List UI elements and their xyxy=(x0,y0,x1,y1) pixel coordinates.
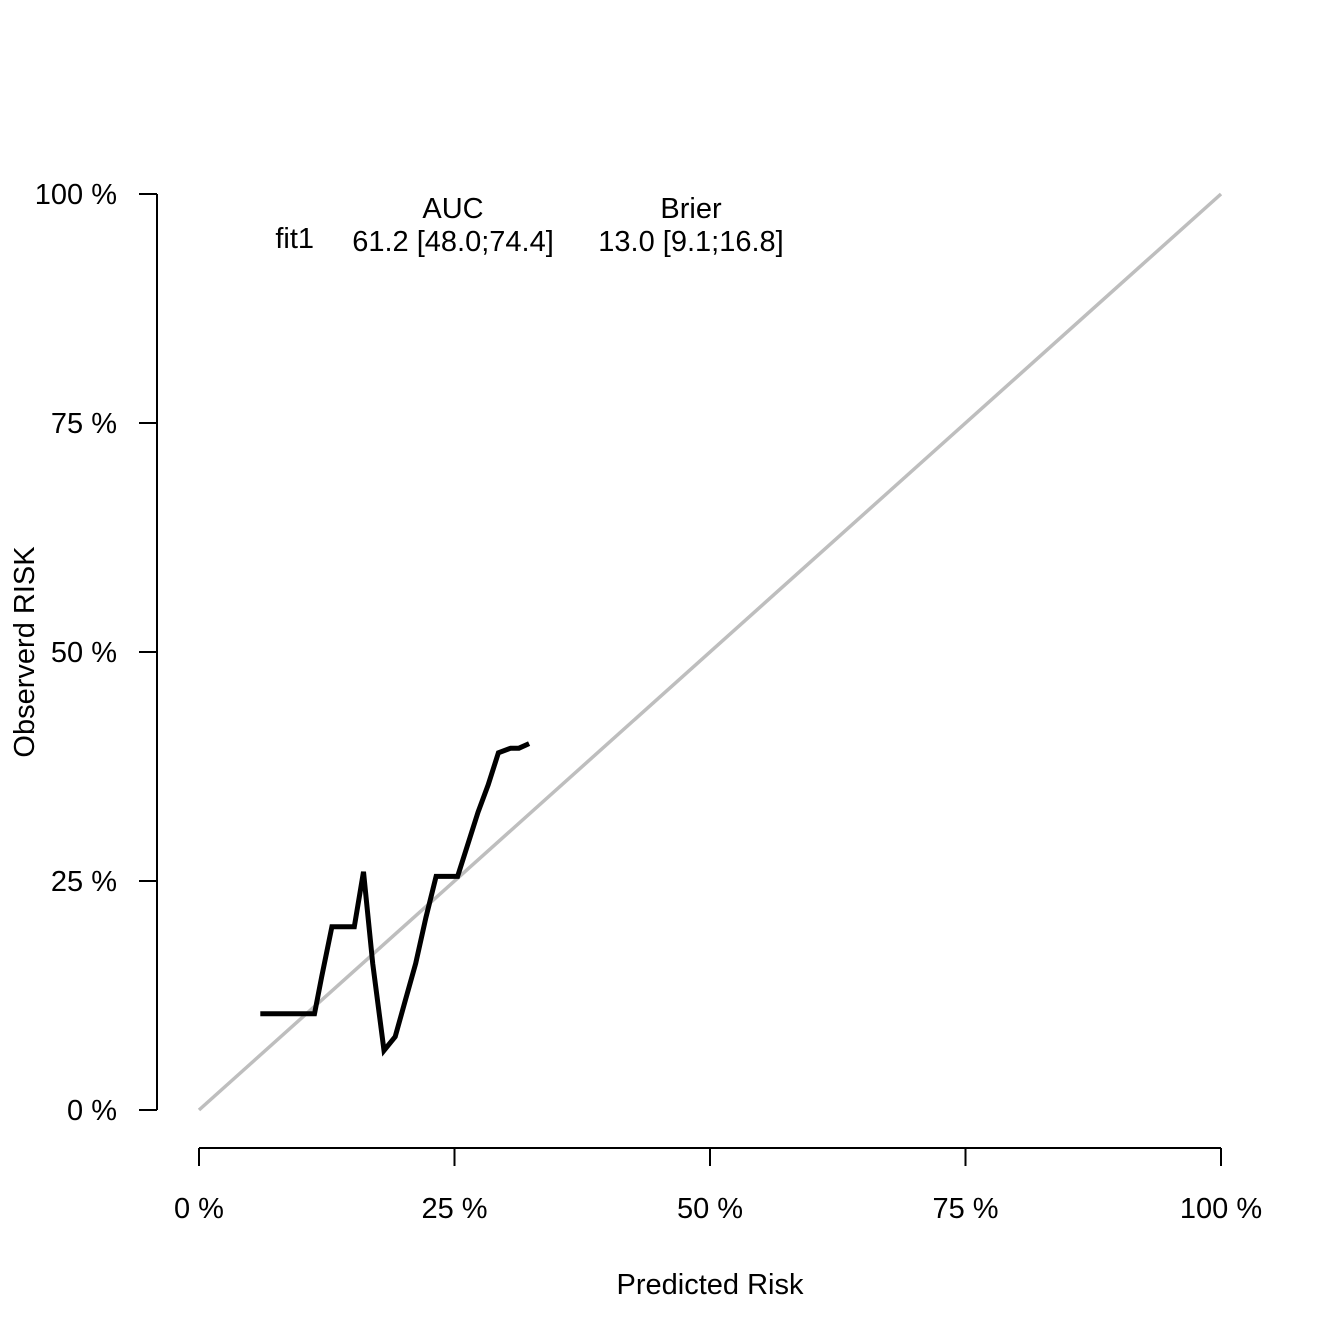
reference-diagonal-line xyxy=(197,192,1223,1112)
y-tick-label: 0 % xyxy=(67,1095,117,1127)
x-tick-label: 25 % xyxy=(421,1193,487,1225)
series-line-fit1 xyxy=(260,741,531,1057)
reference-line-layer xyxy=(197,192,1223,1112)
series-layer xyxy=(260,741,531,1057)
legend: AUC Brier fit1 61.2 [48.0;74.4] 13.0 [9.… xyxy=(275,193,783,258)
x-tick-label: 100 % xyxy=(1180,1193,1262,1225)
legend-brier-value: 13.0 [9.1;16.8] xyxy=(598,226,783,258)
legend-auc-value: 61.2 [48.0;74.4] xyxy=(352,226,554,258)
legend-header-auc: AUC xyxy=(422,193,483,225)
x-tick-label: 0 % xyxy=(174,1193,224,1225)
x-axis-title: Predicted Risk xyxy=(617,1269,804,1301)
legend-series-name: fit1 xyxy=(275,223,314,255)
y-tick-label: 25 % xyxy=(51,866,117,898)
y-tick-label: 100 % xyxy=(35,179,117,211)
y-tick-label: 50 % xyxy=(51,637,117,669)
x-tick-label: 50 % xyxy=(677,1193,743,1225)
y-tick-label: 75 % xyxy=(51,408,117,440)
legend-header-brier: Brier xyxy=(660,193,722,225)
x-tick-label: 75 % xyxy=(932,1193,998,1225)
y-axis-title: Observerd RISK xyxy=(9,546,41,758)
y-axis: 0 % 25 % 50 % 75 % 100 % xyxy=(35,179,158,1127)
x-axis: 0 % 25 % 50 % 75 % 100 % xyxy=(174,1147,1262,1225)
